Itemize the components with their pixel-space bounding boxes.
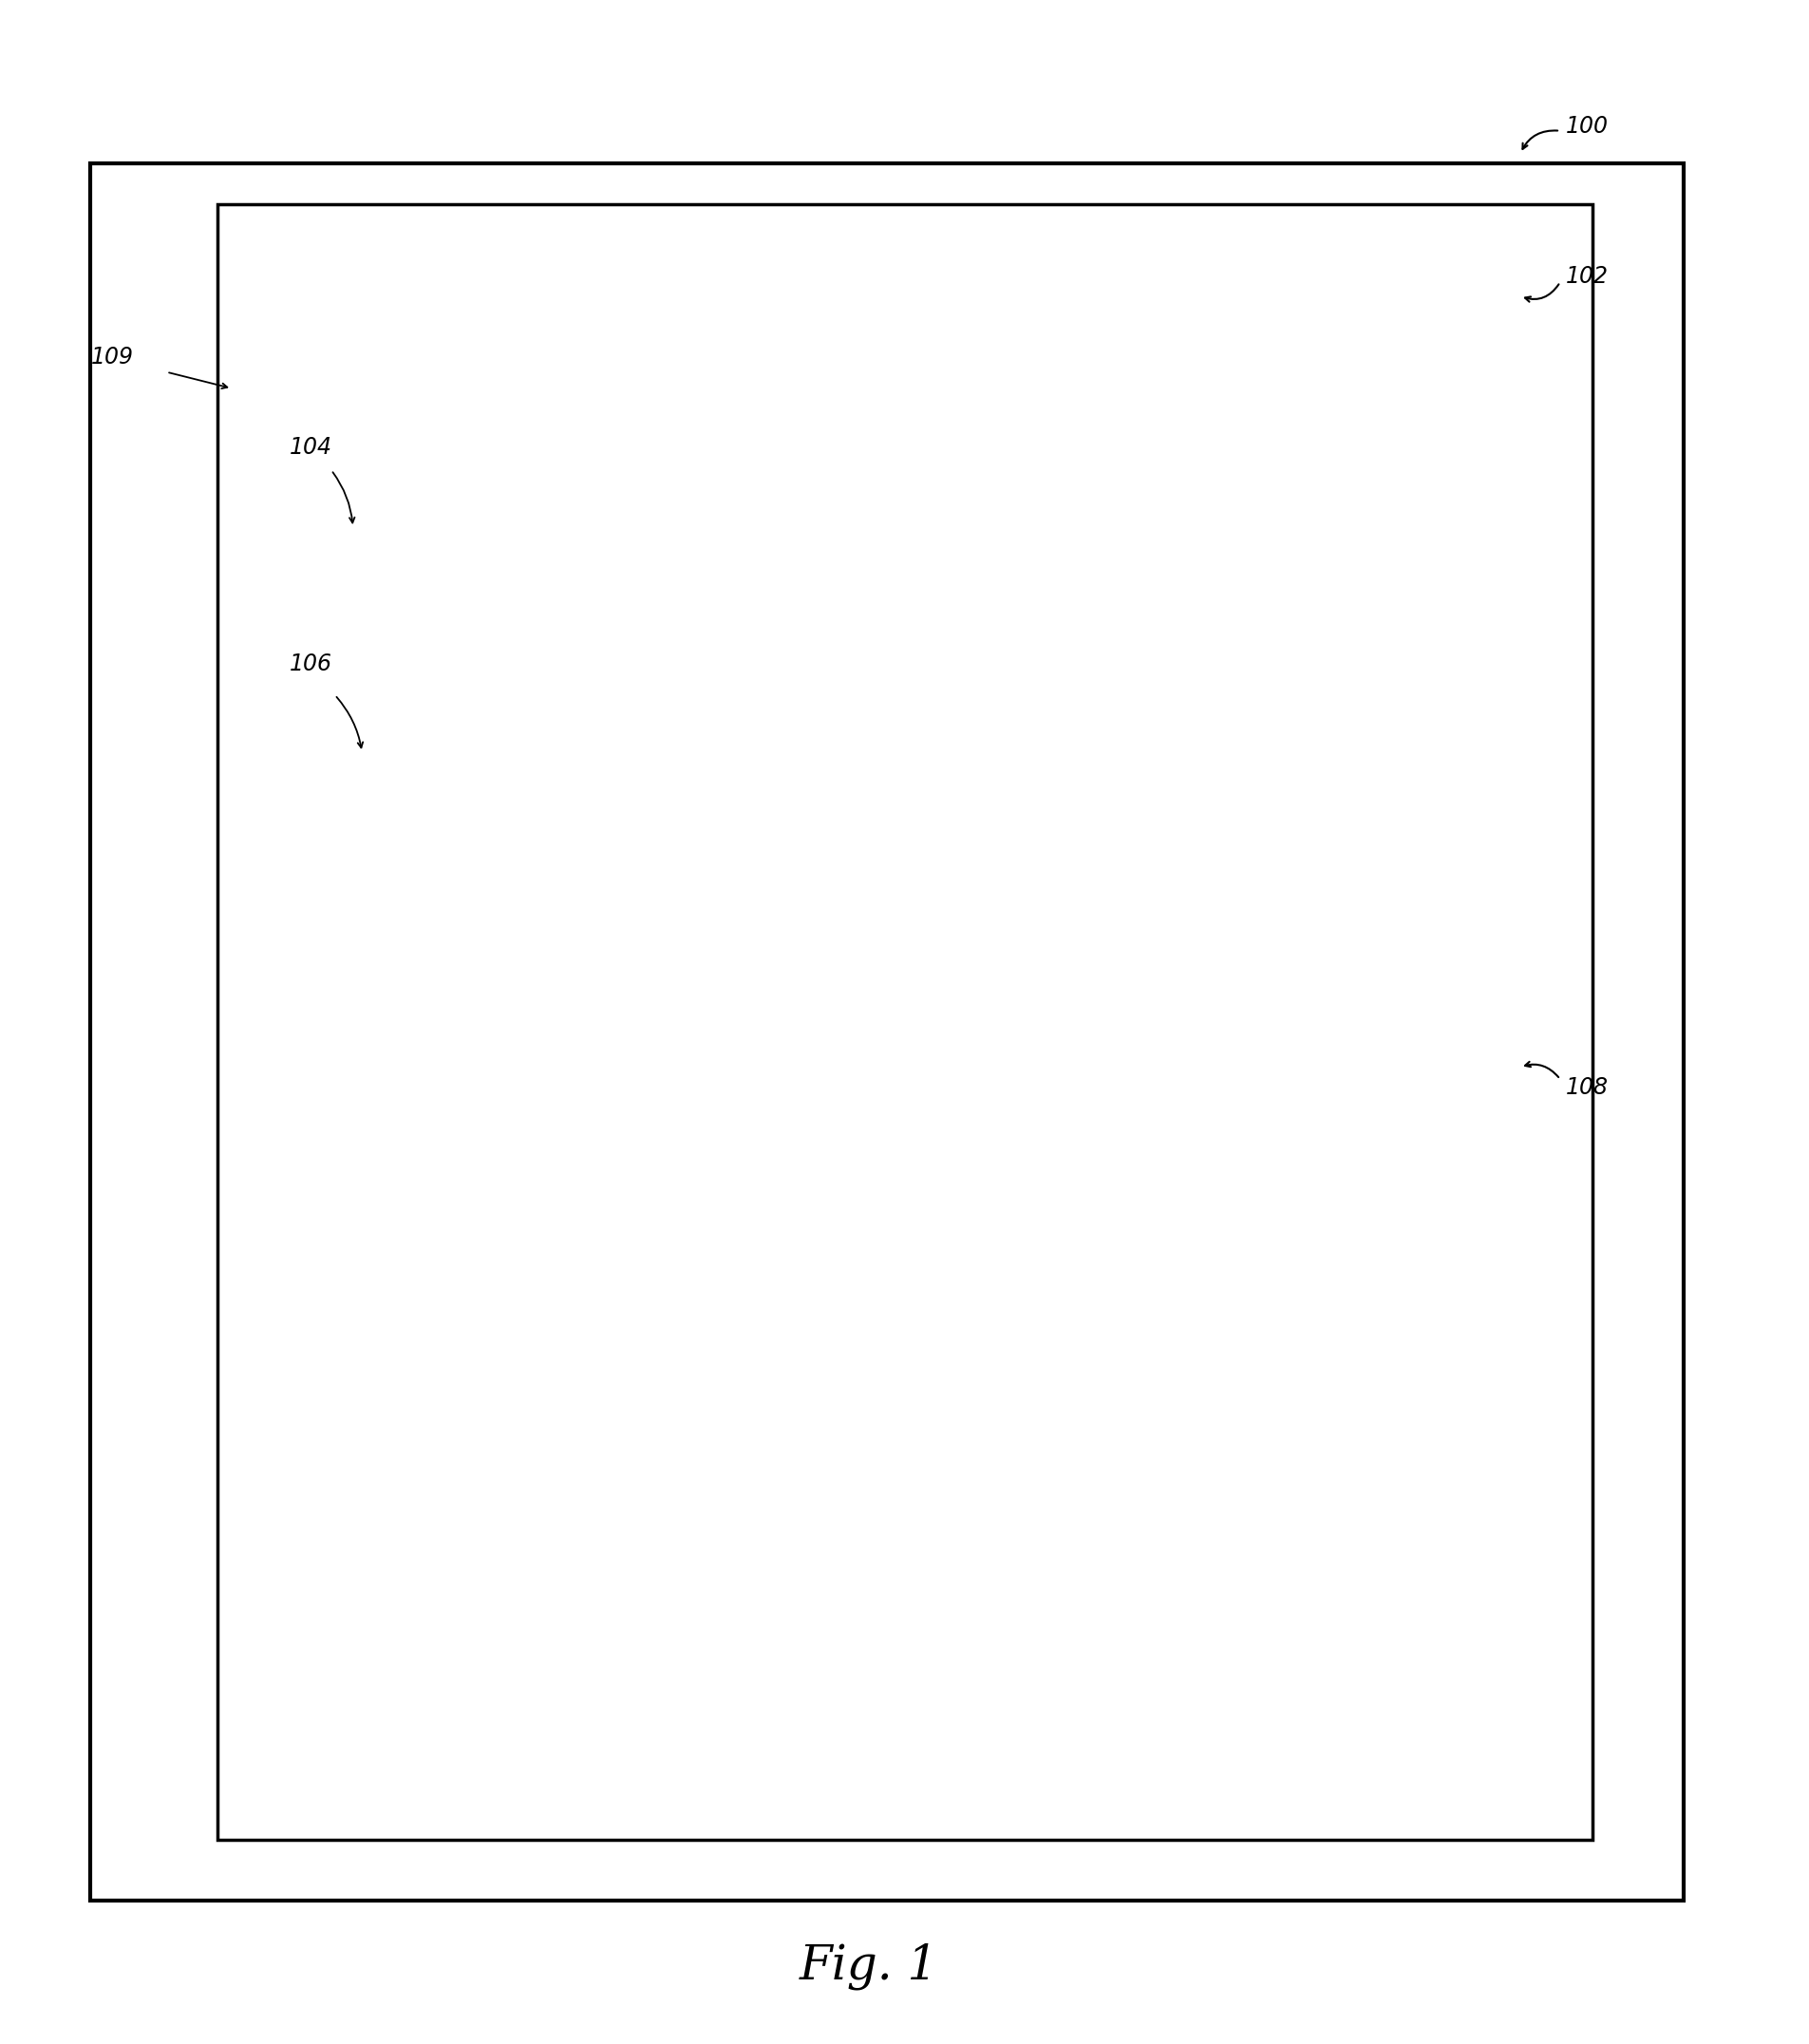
Text: 104: 104 bbox=[289, 435, 333, 458]
Text: BLACK REGION: NO DETECTED FLOW: BLACK REGION: NO DETECTED FLOW bbox=[687, 668, 1094, 691]
X-axis label: TIME, SECONDS: TIME, SECONDS bbox=[787, 1825, 995, 1852]
Text: RED REGION: FLOW TOWARDS PROBE: RED REGION: FLOW TOWARDS PROBE bbox=[687, 531, 1094, 554]
Text: Fig. 1: Fig. 1 bbox=[800, 1942, 937, 1991]
Text: 106: 106 bbox=[289, 652, 333, 675]
Text: BLACK REGION: NO DETECTED FLOW: BLACK REGION: NO DETECTED FLOW bbox=[687, 356, 1094, 380]
Text: 102: 102 bbox=[1565, 264, 1608, 288]
Text: 108: 108 bbox=[1565, 1075, 1608, 1100]
FancyBboxPatch shape bbox=[90, 164, 1682, 1901]
Y-axis label: FREQUENCY, kHz: FREQUENCY, kHz bbox=[170, 1292, 195, 1519]
Text: 109: 109 bbox=[90, 345, 134, 368]
Text: 100: 100 bbox=[1565, 114, 1608, 139]
Text: BLUE REGION: FLOW AWAY FROM PROBE: BLUE REGION: FLOW AWAY FROM PROBE bbox=[668, 836, 1114, 861]
Y-axis label: DEPTH, mm: DEPTH, mm bbox=[175, 529, 201, 687]
